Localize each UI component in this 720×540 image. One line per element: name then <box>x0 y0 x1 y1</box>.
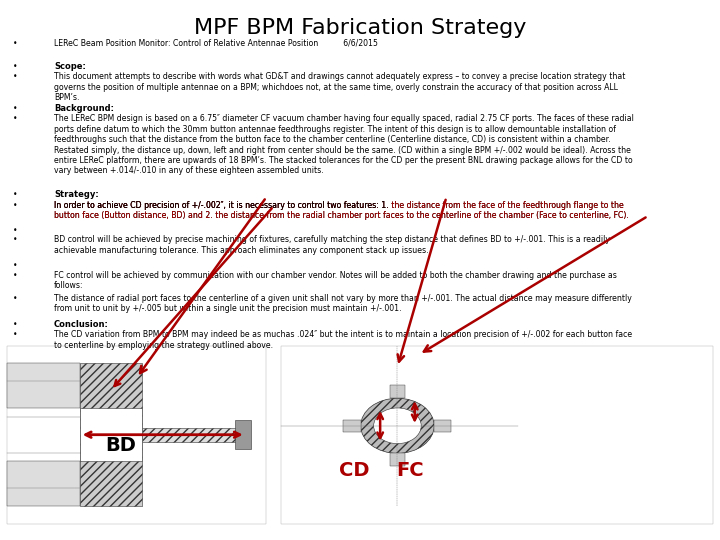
Bar <box>142 428 246 442</box>
Text: •: • <box>13 201 17 210</box>
Text: Strategy:: Strategy: <box>54 190 99 199</box>
Text: The CD variation from BPM to BPM may indeed be as muchas .024″ but the intent is: The CD variation from BPM to BPM may ind… <box>54 330 632 350</box>
Bar <box>7 363 80 408</box>
Text: •: • <box>13 72 17 82</box>
Text: LEReC Beam Position Monitor: Control of Relative Antennae Position          6/6/: LEReC Beam Position Monitor: Control of … <box>54 39 378 48</box>
Text: Conclusion:: Conclusion: <box>54 320 109 329</box>
Bar <box>7 346 266 524</box>
Text: Scope:: Scope: <box>54 62 86 71</box>
Text: The LEReC BPM design is based on a 6.75″ diameter CF vacuum chamber having four : The LEReC BPM design is based on a 6.75″… <box>54 114 634 176</box>
Circle shape <box>361 399 434 454</box>
Text: •: • <box>13 114 17 124</box>
Text: This document attempts to describe with words what GD&T and drawings cannot adeq: This document attempts to describe with … <box>54 72 626 102</box>
Circle shape <box>374 408 421 444</box>
Text: •: • <box>13 235 17 245</box>
Text: •: • <box>13 320 17 329</box>
Text: •: • <box>13 294 17 303</box>
Bar <box>390 386 405 399</box>
Bar <box>390 453 405 466</box>
Bar <box>281 346 713 524</box>
Text: FC: FC <box>397 461 424 481</box>
Text: In order to achieve CD precision of +/-.002″, it is necessary to control two fea: In order to achieve CD precision of +/-.… <box>54 201 391 210</box>
Text: Background:: Background: <box>54 104 114 113</box>
Bar <box>80 363 142 506</box>
Text: The distance of radial port faces to the centerline of a given unit shall not va: The distance of radial port faces to the… <box>54 294 632 313</box>
Bar <box>7 461 80 506</box>
Text: In order to achieve CD precision of +/-.002″, it is necessary to control two fea: In order to achieve CD precision of +/-.… <box>54 201 629 220</box>
Bar <box>343 420 361 431</box>
Bar <box>235 421 251 449</box>
Text: •: • <box>13 190 17 199</box>
Text: In order to achieve CD precision of +/-.002″, it is necessary to control two fea: In order to achieve CD precision of +/-.… <box>54 201 624 220</box>
Text: BD control will be achieved by precise machining of fixtures, carefully matching: BD control will be achieved by precise m… <box>54 235 610 255</box>
Text: •: • <box>13 104 17 113</box>
Text: •: • <box>13 271 17 280</box>
Text: •: • <box>13 261 17 271</box>
Text: •: • <box>13 62 17 71</box>
Text: FC control will be achieved by communication with our chamber vendor. Notes will: FC control will be achieved by communica… <box>54 271 617 291</box>
Text: BD: BD <box>106 436 137 455</box>
Text: •: • <box>13 39 17 48</box>
Text: MPF BPM Fabrication Strategy: MPF BPM Fabrication Strategy <box>194 18 526 38</box>
Text: •: • <box>13 226 17 235</box>
Bar <box>80 408 142 461</box>
Text: •: • <box>13 330 17 340</box>
Text: In order to achieve CD precision of +/-.002″, it is necessary to control two fea: In order to achieve CD precision of +/-.… <box>54 201 629 220</box>
Text: CD: CD <box>339 461 369 481</box>
Bar <box>434 420 451 431</box>
